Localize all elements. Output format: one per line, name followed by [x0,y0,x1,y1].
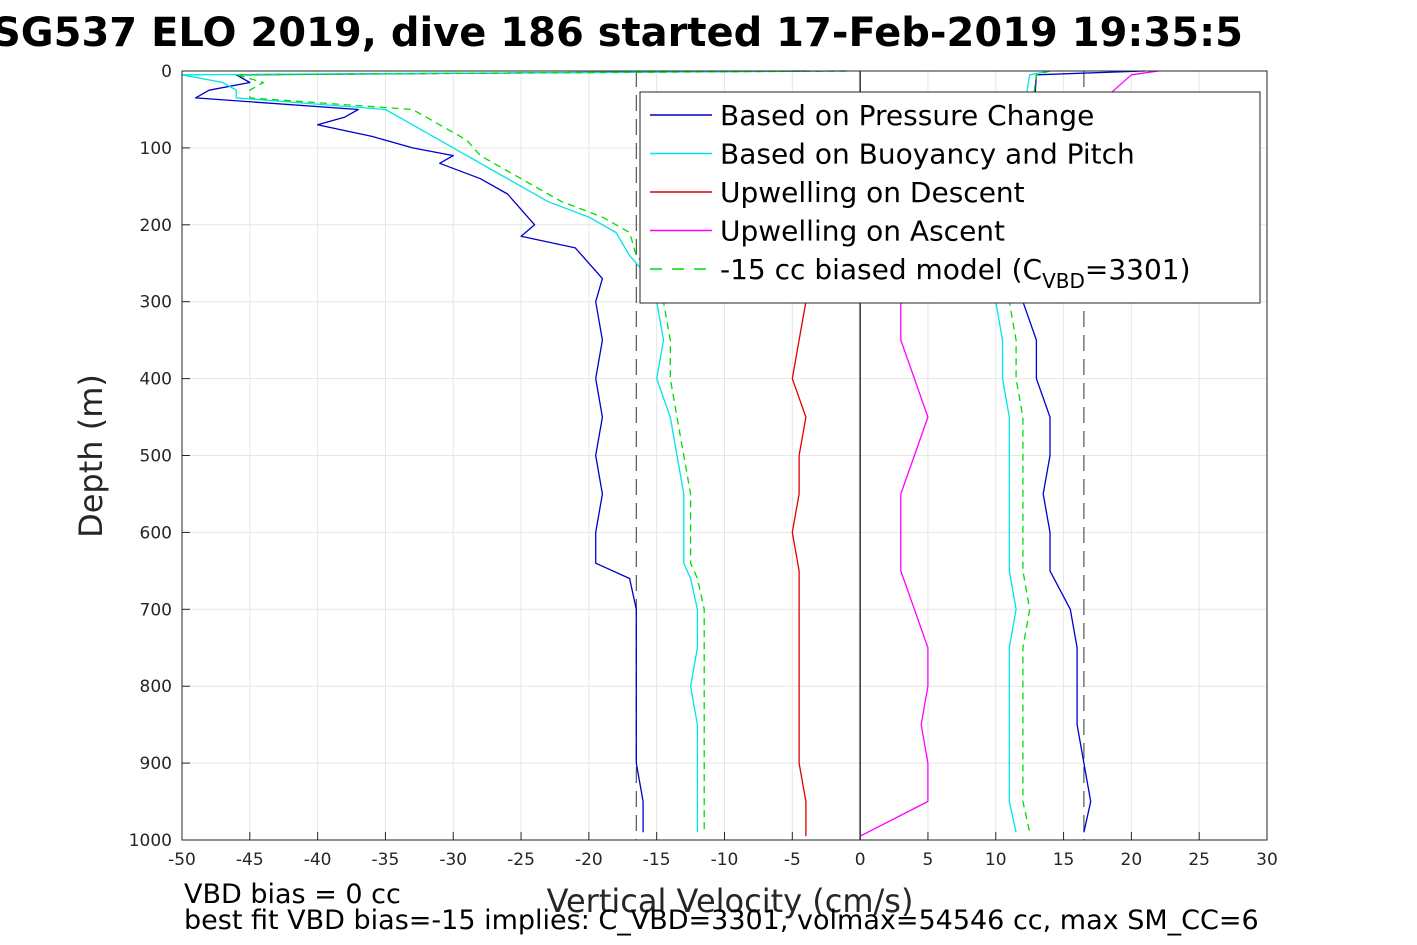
x-tick-label: -40 [304,850,332,870]
x-tick-label: -30 [439,850,467,870]
y-axis-label: Depth (m) [72,374,110,538]
y-tick-labels: 0 100 200 300 400 500 600 700 800 900 1000 [129,62,172,851]
x-tick-label: -25 [507,850,535,870]
x-tick-label: 25 [1188,850,1210,870]
x-axis-label: Vertical Velocity (cm/s) [547,882,914,920]
chart-title: SG537 ELO 2019, dive 186 started 17-Feb-… [0,10,1243,56]
footer-line-1: VBD bias = 0 cc [184,879,401,910]
y-tick-label: 900 [140,754,172,774]
x-tick-label: -50 [168,850,196,870]
x-tick-label: 20 [1121,850,1143,870]
x-tick-label: -5 [784,850,801,870]
series--15-cc-biased-model-ascent [1008,70,1051,833]
footer-line-2: best fit VBD bias=-15 implies: C_VBD=330… [184,905,1259,936]
x-tick-label: 0 [855,850,866,870]
x-tick-label: 30 [1256,850,1278,870]
legend-box [639,91,1261,304]
y-tick-label: 200 [140,216,172,236]
x-tick-label: -10 [711,850,739,870]
x-tick-label: -15 [643,850,671,870]
x-tick-label: -35 [372,850,400,870]
series-based-on-pressure-change-descent [194,70,806,833]
y-tick-label: 700 [140,600,172,620]
y-tick-label: 500 [140,447,172,467]
y-tick-label: 300 [140,293,172,313]
x-tick-labels: -50 -45 -40 -35 -30 -25 -20 -15 -10 -5 0 5 10 15 20 25 3… [168,850,1278,870]
x-tick-label: -45 [236,850,264,870]
y-tick-label: 800 [140,677,172,697]
plot-area-frame [181,70,1268,841]
y-tick-label: 100 [140,139,172,159]
y-tick-label: 1000 [129,831,172,851]
legend-label: -15 cc biased model (CVBD=3301) [720,253,1191,293]
y-tick-label: 600 [140,523,172,543]
legend-label: Based on Buoyancy and Pitch [720,138,1135,171]
legend-label: Upwelling on Ascent [720,215,1005,248]
y-tick-label: 400 [140,370,172,390]
x-tick-label: 10 [985,850,1007,870]
series-upwelling-on-descent [791,278,807,837]
x-tick-label: -20 [575,850,603,870]
x-tick-label: 15 [1053,850,1075,870]
y-tick-label: 0 [161,62,172,82]
legend-label: Upwelling on Descent [720,176,1025,209]
legend-label: Based on Pressure Change [720,99,1094,132]
legend: Based on Pressure Change Based on Buoyanc… [639,91,1261,304]
x-tick-label: 5 [923,850,934,870]
